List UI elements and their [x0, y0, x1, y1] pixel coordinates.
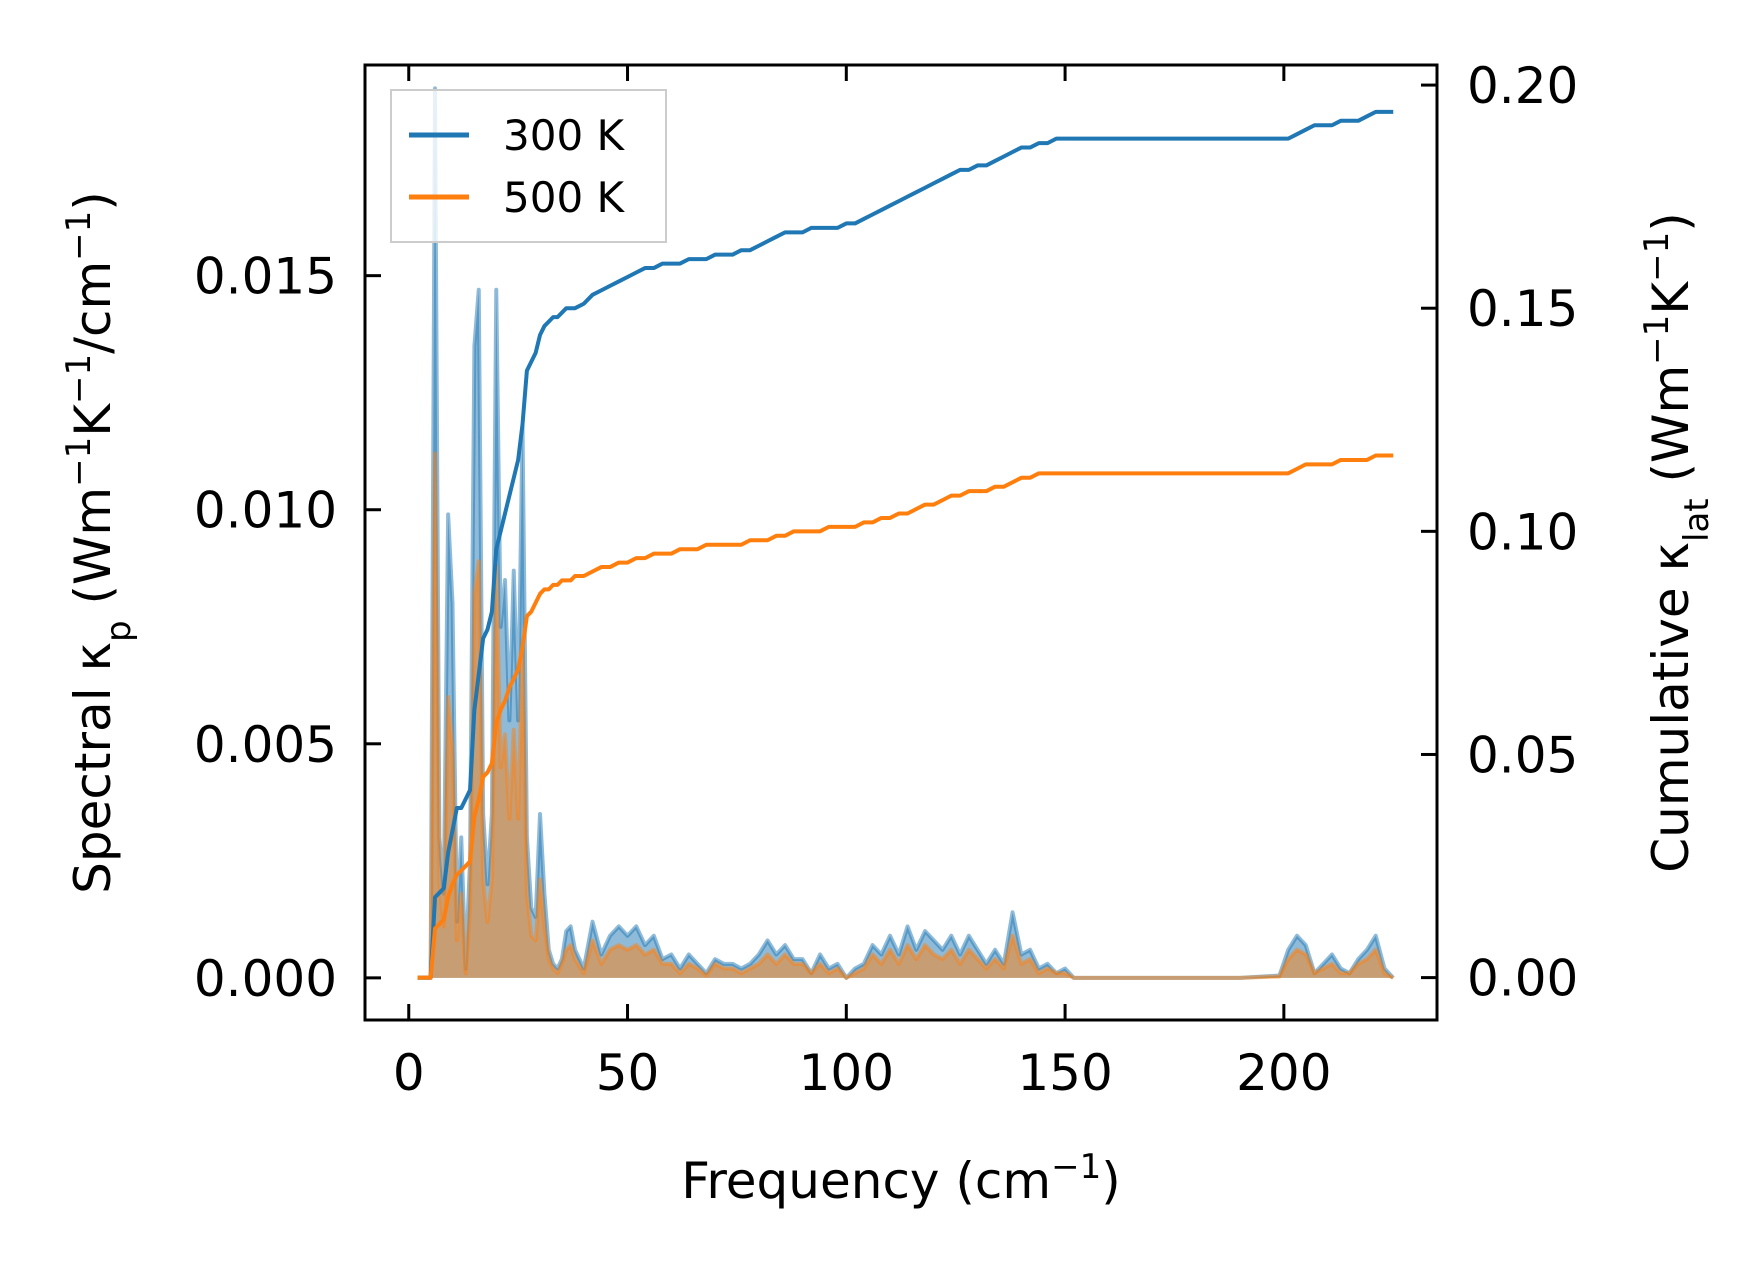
y-right-tick-label: 0.05	[1467, 726, 1578, 784]
spectral-area-500k	[417, 453, 1394, 978]
axis-title-part: −1	[1051, 1147, 1101, 1187]
axis-title-part: Spectral κ	[64, 642, 122, 894]
axis-title-part: p	[99, 620, 139, 642]
axes-frame	[363, 63, 1439, 1022]
axis-title-part: )	[1101, 1152, 1121, 1210]
cumulative-line-300k	[417, 109, 1394, 980]
legend: 300 K 500 K	[390, 89, 667, 243]
x-tick-label: 0	[393, 1044, 425, 1102]
axis-title-part: Cumulative κ	[1642, 542, 1700, 873]
axis-title-part: −1	[1637, 315, 1677, 365]
legend-box	[390, 89, 667, 243]
y-right-tick-label: 0.20	[1467, 57, 1578, 115]
axes-layer: 0 50 100 150 200 0.000 0.005 0.010 0.015 0.00 0.05…	[194, 57, 1578, 1102]
axis-title-part: K	[64, 403, 122, 437]
axis-title-part: −1	[59, 437, 99, 487]
axis-title-part: lat	[1677, 498, 1717, 542]
y-right-tick-label: 0.15	[1467, 280, 1578, 338]
plot-layer	[417, 86, 1395, 980]
spectral-line-500k	[417, 451, 1395, 980]
cumulative-line-500k	[417, 453, 1394, 980]
axis-title-part: −1	[59, 354, 99, 404]
axis-title-part: )	[64, 191, 122, 211]
y-left-tick-label: 0.010	[194, 482, 337, 540]
x-tick-label: 100	[799, 1044, 894, 1102]
y-right-tick-label: 0.00	[1467, 950, 1578, 1008]
x-tick-label: 50	[596, 1044, 660, 1102]
y-left-tick-label: 0.015	[194, 248, 337, 306]
legend-label-300k: 300 K	[503, 111, 626, 160]
axis-title-part: (Wm	[1642, 365, 1700, 499]
x-axis-title: Frequency (cm−1)	[681, 1147, 1121, 1210]
y-right-tick-label: 0.10	[1467, 503, 1578, 561]
x-tick-label: 200	[1236, 1044, 1331, 1102]
axis-title-part: −1	[59, 211, 99, 261]
y-left-tick-label: 0.005	[194, 716, 337, 774]
y-axis-left-title: Spectral κp (Wm−1K−1/cm−1)	[59, 191, 139, 894]
axis-title-part: (Wm	[64, 487, 122, 621]
x-tick-label: 150	[1017, 1044, 1112, 1102]
legend-label-500k: 500 K	[503, 173, 626, 222]
y-axis-right-title: Cumulative κlat (Wm−1K−1)	[1637, 212, 1717, 872]
axis-title-part: K	[1642, 281, 1700, 315]
axis-title-part: )	[1642, 212, 1700, 232]
axis-title-part: −1	[1637, 232, 1677, 282]
y-left-tick-label: 0.000	[194, 950, 337, 1008]
axis-title-part: /cm	[64, 261, 122, 354]
axis-title-part: Frequency (cm	[681, 1152, 1051, 1210]
